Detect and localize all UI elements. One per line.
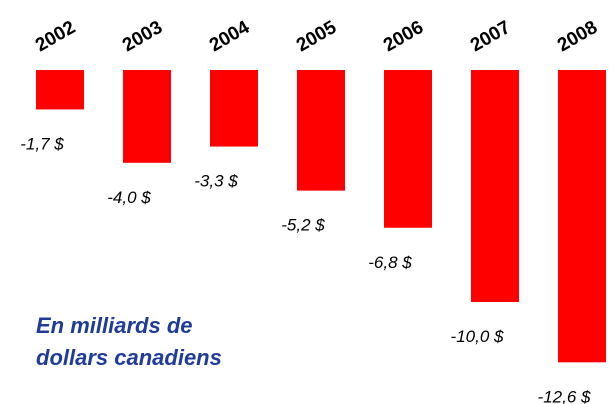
x-tick-label: 2004	[206, 17, 253, 57]
bar	[558, 70, 606, 363]
x-tick-label: 2008	[554, 17, 601, 56]
x-tick-label: 2003	[119, 17, 166, 56]
value-label: -10,0 $	[451, 327, 504, 346]
bar	[123, 70, 171, 163]
bar	[36, 70, 84, 110]
bar	[210, 70, 258, 147]
x-tick-label: 2002	[32, 17, 79, 56]
x-tick-label: 2005	[293, 17, 340, 57]
value-label: -1,7 $	[20, 134, 64, 153]
value-label: -12,6 $	[538, 387, 591, 404]
value-label: -4,0 $	[107, 188, 151, 207]
bar	[384, 70, 432, 228]
value-label: -6,8 $	[368, 253, 412, 272]
value-label: -3,3 $	[194, 172, 238, 191]
annotation: dollars canadiens	[36, 345, 222, 370]
x-tick-label: 2007	[467, 17, 514, 56]
bar	[297, 70, 345, 191]
bar	[471, 70, 519, 302]
value-label: -5,2 $	[281, 216, 325, 235]
x-tick-label: 2006	[380, 17, 427, 56]
annotation: En milliards de	[36, 313, 193, 338]
